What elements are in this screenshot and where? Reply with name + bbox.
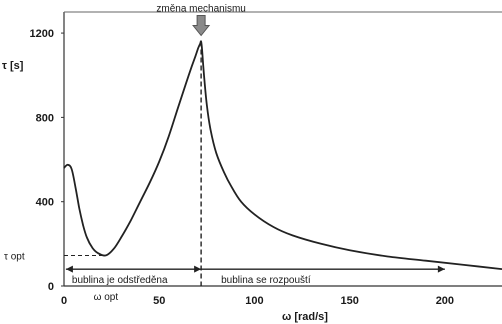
x-tick-label: 100 xyxy=(245,295,263,307)
y-tick-label: 800 xyxy=(36,112,54,124)
x-axis-label: ω [rad/s] xyxy=(282,311,328,323)
peak-marker-label: změna mechanismu xyxy=(156,4,245,15)
tau-opt-label: τ opt xyxy=(4,251,25,262)
x-tick-label: 150 xyxy=(340,295,358,307)
region-left-label: bublina je odstředěna xyxy=(72,275,168,286)
x-tick-label: 0 xyxy=(61,295,67,307)
region-arrow-left-head xyxy=(65,265,73,273)
y-tick-label: 400 xyxy=(36,197,54,209)
y-tick-label: 0 xyxy=(48,281,54,293)
peak-marker-arrow xyxy=(192,15,211,37)
region-arrow-right-head xyxy=(437,265,445,273)
series-line xyxy=(63,40,502,270)
axis-ticks: 0 400 800 1200 0 50 100 150 200 xyxy=(30,28,455,307)
x-tick-label: 50 xyxy=(153,295,165,307)
region-arrow-mid-head xyxy=(194,265,202,273)
y-axis-label: τ [s] xyxy=(2,60,24,72)
y-tick-label: 1200 xyxy=(30,28,54,40)
x-tick-label: 200 xyxy=(436,295,454,307)
region-right-label: bublina se rozpouští xyxy=(221,275,311,286)
omega-opt-label: ω opt xyxy=(94,292,119,303)
